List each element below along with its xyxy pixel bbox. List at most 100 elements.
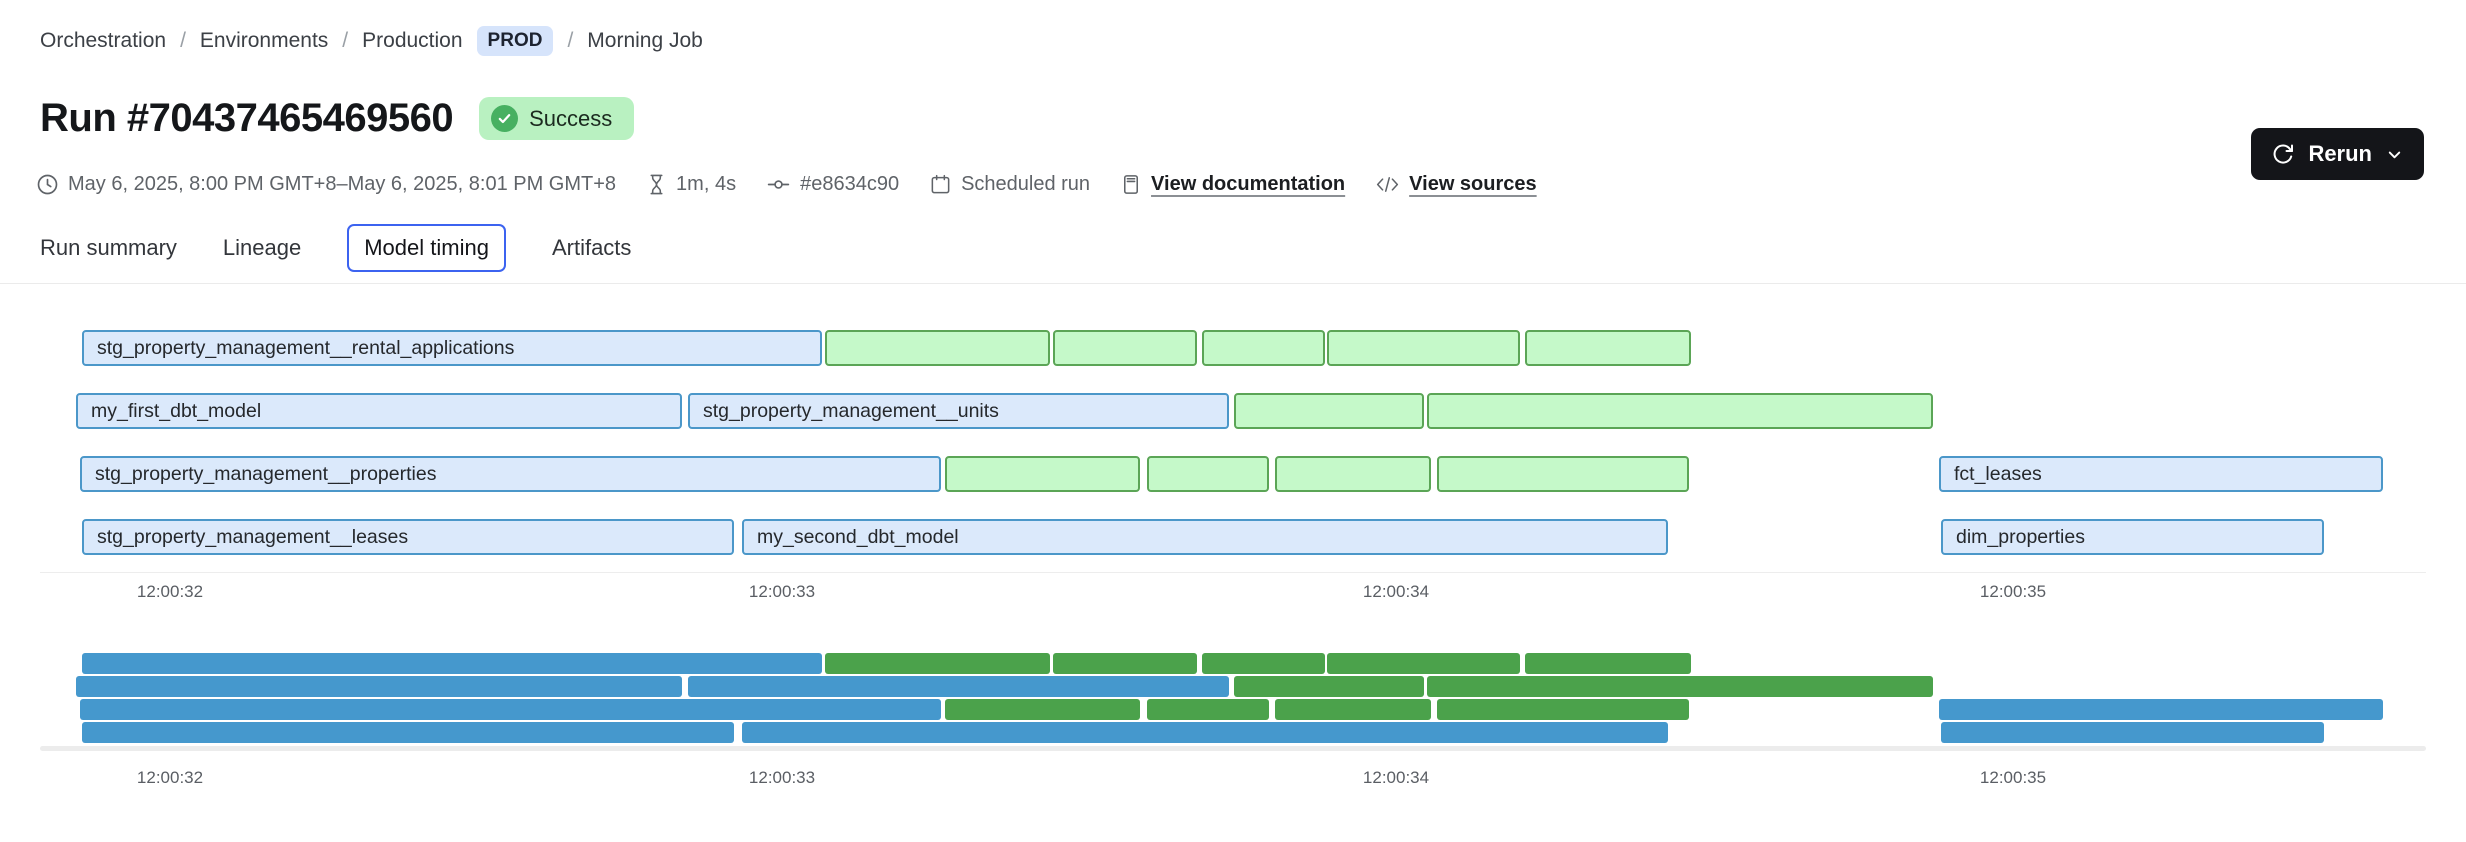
minimap-bar: [1941, 722, 2324, 743]
status-label: Success: [529, 105, 613, 131]
tab-model-timing[interactable]: Model timing: [347, 224, 506, 272]
journal-icon: [1120, 173, 1142, 196]
title-row: Run #70437465469560 Success: [40, 96, 635, 141]
gantt-bar-stg_property_management__properties[interactable]: stg_property_management__properties: [80, 456, 941, 492]
commit-icon: [766, 172, 791, 197]
gantt-bar-dim_properties[interactable]: dim_properties: [1941, 519, 2324, 555]
gantt-bar-my_second_dbt_model[interactable]: my_second_dbt_model: [742, 519, 1668, 555]
rerun-button[interactable]: Rerun: [2251, 128, 2424, 180]
minimap-bar: [688, 676, 1229, 697]
chevron-down-icon: [2385, 145, 2404, 164]
axis-tick-label: 12:00:33: [748, 768, 816, 787]
minimap-bar: [1525, 653, 1691, 674]
gantt-bar-label: stg_property_management__leases: [97, 525, 409, 548]
run-timerange-text: May 6, 2025, 8:00 PM GMT+8–May 6, 2025, …: [68, 173, 617, 195]
minimap-bar: [76, 676, 682, 697]
minimap-bar: [1437, 699, 1689, 720]
tab-run-summary[interactable]: Run summary: [40, 235, 177, 260]
breadcrumb-production[interactable]: Production: [362, 29, 463, 52]
clock-icon: [36, 173, 59, 196]
minimap-bar: [1275, 699, 1431, 720]
gantt-bar-my_first_dbt_model[interactable]: my_first_dbt_model: [76, 393, 682, 429]
run-tabs: Run summary Lineage Model timing Artifac…: [40, 222, 631, 274]
gantt-bar-label: stg_property_management__properties: [95, 462, 437, 485]
gantt-bar-label: my_first_dbt_model: [91, 399, 262, 422]
run-metadata: May 6, 2025, 8:00 PM GMT+8–May 6, 2025, …: [36, 172, 1537, 197]
minimap-bar: [945, 699, 1140, 720]
gantt-bar[interactable]: [1053, 330, 1197, 366]
run-trigger-text: Scheduled run: [961, 173, 1091, 195]
run-duration-text: 1m, 4s: [676, 173, 737, 195]
minimap-bar: [742, 722, 1668, 743]
minimap-bar: [82, 653, 822, 674]
tabs-divider: [0, 283, 2466, 284]
minimap-bar: [825, 653, 1050, 674]
gantt-bar-label: stg_property_management__rental_applicat…: [97, 336, 515, 359]
breadcrumb: Orchestration / Environments / Productio…: [40, 26, 703, 56]
minimap-bar: [1327, 653, 1520, 674]
minimap-bar: [1234, 676, 1424, 697]
minimap-bar: [82, 722, 734, 743]
commit-sha: #e8634c90: [766, 172, 899, 197]
gantt-bar[interactable]: [1202, 330, 1325, 366]
breadcrumb-separator: /: [342, 29, 349, 52]
gantt-bar-label: my_second_dbt_model: [757, 525, 959, 548]
gantt-bar[interactable]: [1234, 393, 1424, 429]
gantt-bar-label: stg_property_management__units: [703, 399, 999, 422]
run-duration: 1m, 4s: [646, 173, 736, 196]
minimap-bar: [1147, 699, 1269, 720]
gantt-bar[interactable]: [1427, 393, 1933, 429]
gantt-bar-label: fct_leases: [1954, 462, 2042, 485]
rerun-label: Rerun: [2308, 141, 2372, 166]
breadcrumb-separator: /: [180, 29, 186, 52]
gantt-bar[interactable]: [945, 456, 1140, 492]
axis-tick-label: 12:00:35: [1979, 582, 2047, 601]
minimap-track[interactable]: [40, 746, 2426, 751]
page-title: Run #70437465469560: [40, 96, 454, 140]
breadcrumb-environments[interactable]: Environments: [199, 29, 329, 52]
axis-tick-label: 12:00:35: [1979, 768, 2047, 787]
axis-tick-label: 12:00:33: [748, 582, 816, 601]
axis-tick-label: 12:00:32: [136, 582, 204, 601]
gantt-bar[interactable]: [825, 330, 1050, 366]
tab-artifacts[interactable]: Artifacts: [551, 235, 632, 260]
breadcrumb-morning-job[interactable]: Morning Job: [587, 29, 703, 52]
breadcrumb-orchestration[interactable]: Orchestration: [40, 29, 167, 52]
view-sources-link[interactable]: View sources: [1409, 173, 1537, 195]
minimap-bar: [1939, 699, 2383, 720]
gantt-bar-stg_property_management__leases[interactable]: stg_property_management__leases: [82, 519, 734, 555]
gantt-bar[interactable]: [1275, 456, 1431, 492]
view-documentation[interactable]: View documentation: [1120, 173, 1345, 196]
prod-environment-badge: PROD: [476, 26, 554, 56]
run-trigger: Scheduled run: [929, 173, 1090, 196]
gantt-bar[interactable]: [1147, 456, 1269, 492]
gantt-bar-stg_property_management__rental_applications[interactable]: stg_property_management__rental_applicat…: [82, 330, 822, 366]
gantt-baseline: [40, 572, 2426, 573]
hourglass-icon: [646, 173, 667, 196]
minimap-bar: [1202, 653, 1325, 674]
gantt-bar-stg_property_management__units[interactable]: stg_property_management__units: [688, 393, 1229, 429]
gantt-bar[interactable]: [1327, 330, 1520, 366]
breadcrumb-separator: /: [567, 29, 574, 52]
run-timerange: May 6, 2025, 8:00 PM GMT+8–May 6, 2025, …: [36, 173, 616, 196]
minimap-bar: [80, 699, 941, 720]
status-badge: Success: [479, 97, 635, 140]
view-sources[interactable]: View sources: [1375, 173, 1537, 196]
gantt-bar[interactable]: [1525, 330, 1691, 366]
commit-sha-text: #e8634c90: [800, 173, 900, 195]
axis-tick-label: 12:00:34: [1362, 768, 1430, 787]
refresh-icon: [2271, 142, 2295, 166]
axis-tick-label: 12:00:34: [1362, 582, 1430, 601]
gantt-bar-label: dim_properties: [1956, 525, 2085, 548]
minimap-bar: [1053, 653, 1197, 674]
tab-lineage[interactable]: Lineage: [222, 235, 302, 260]
gantt-bar[interactable]: [1437, 456, 1689, 492]
calendar-icon: [929, 173, 952, 196]
success-check-icon: [491, 105, 519, 132]
view-documentation-link[interactable]: View documentation: [1151, 173, 1346, 195]
code-icon: [1375, 174, 1400, 195]
gantt-bar-fct_leases[interactable]: fct_leases: [1939, 456, 2383, 492]
axis-tick-label: 12:00:32: [136, 768, 204, 787]
